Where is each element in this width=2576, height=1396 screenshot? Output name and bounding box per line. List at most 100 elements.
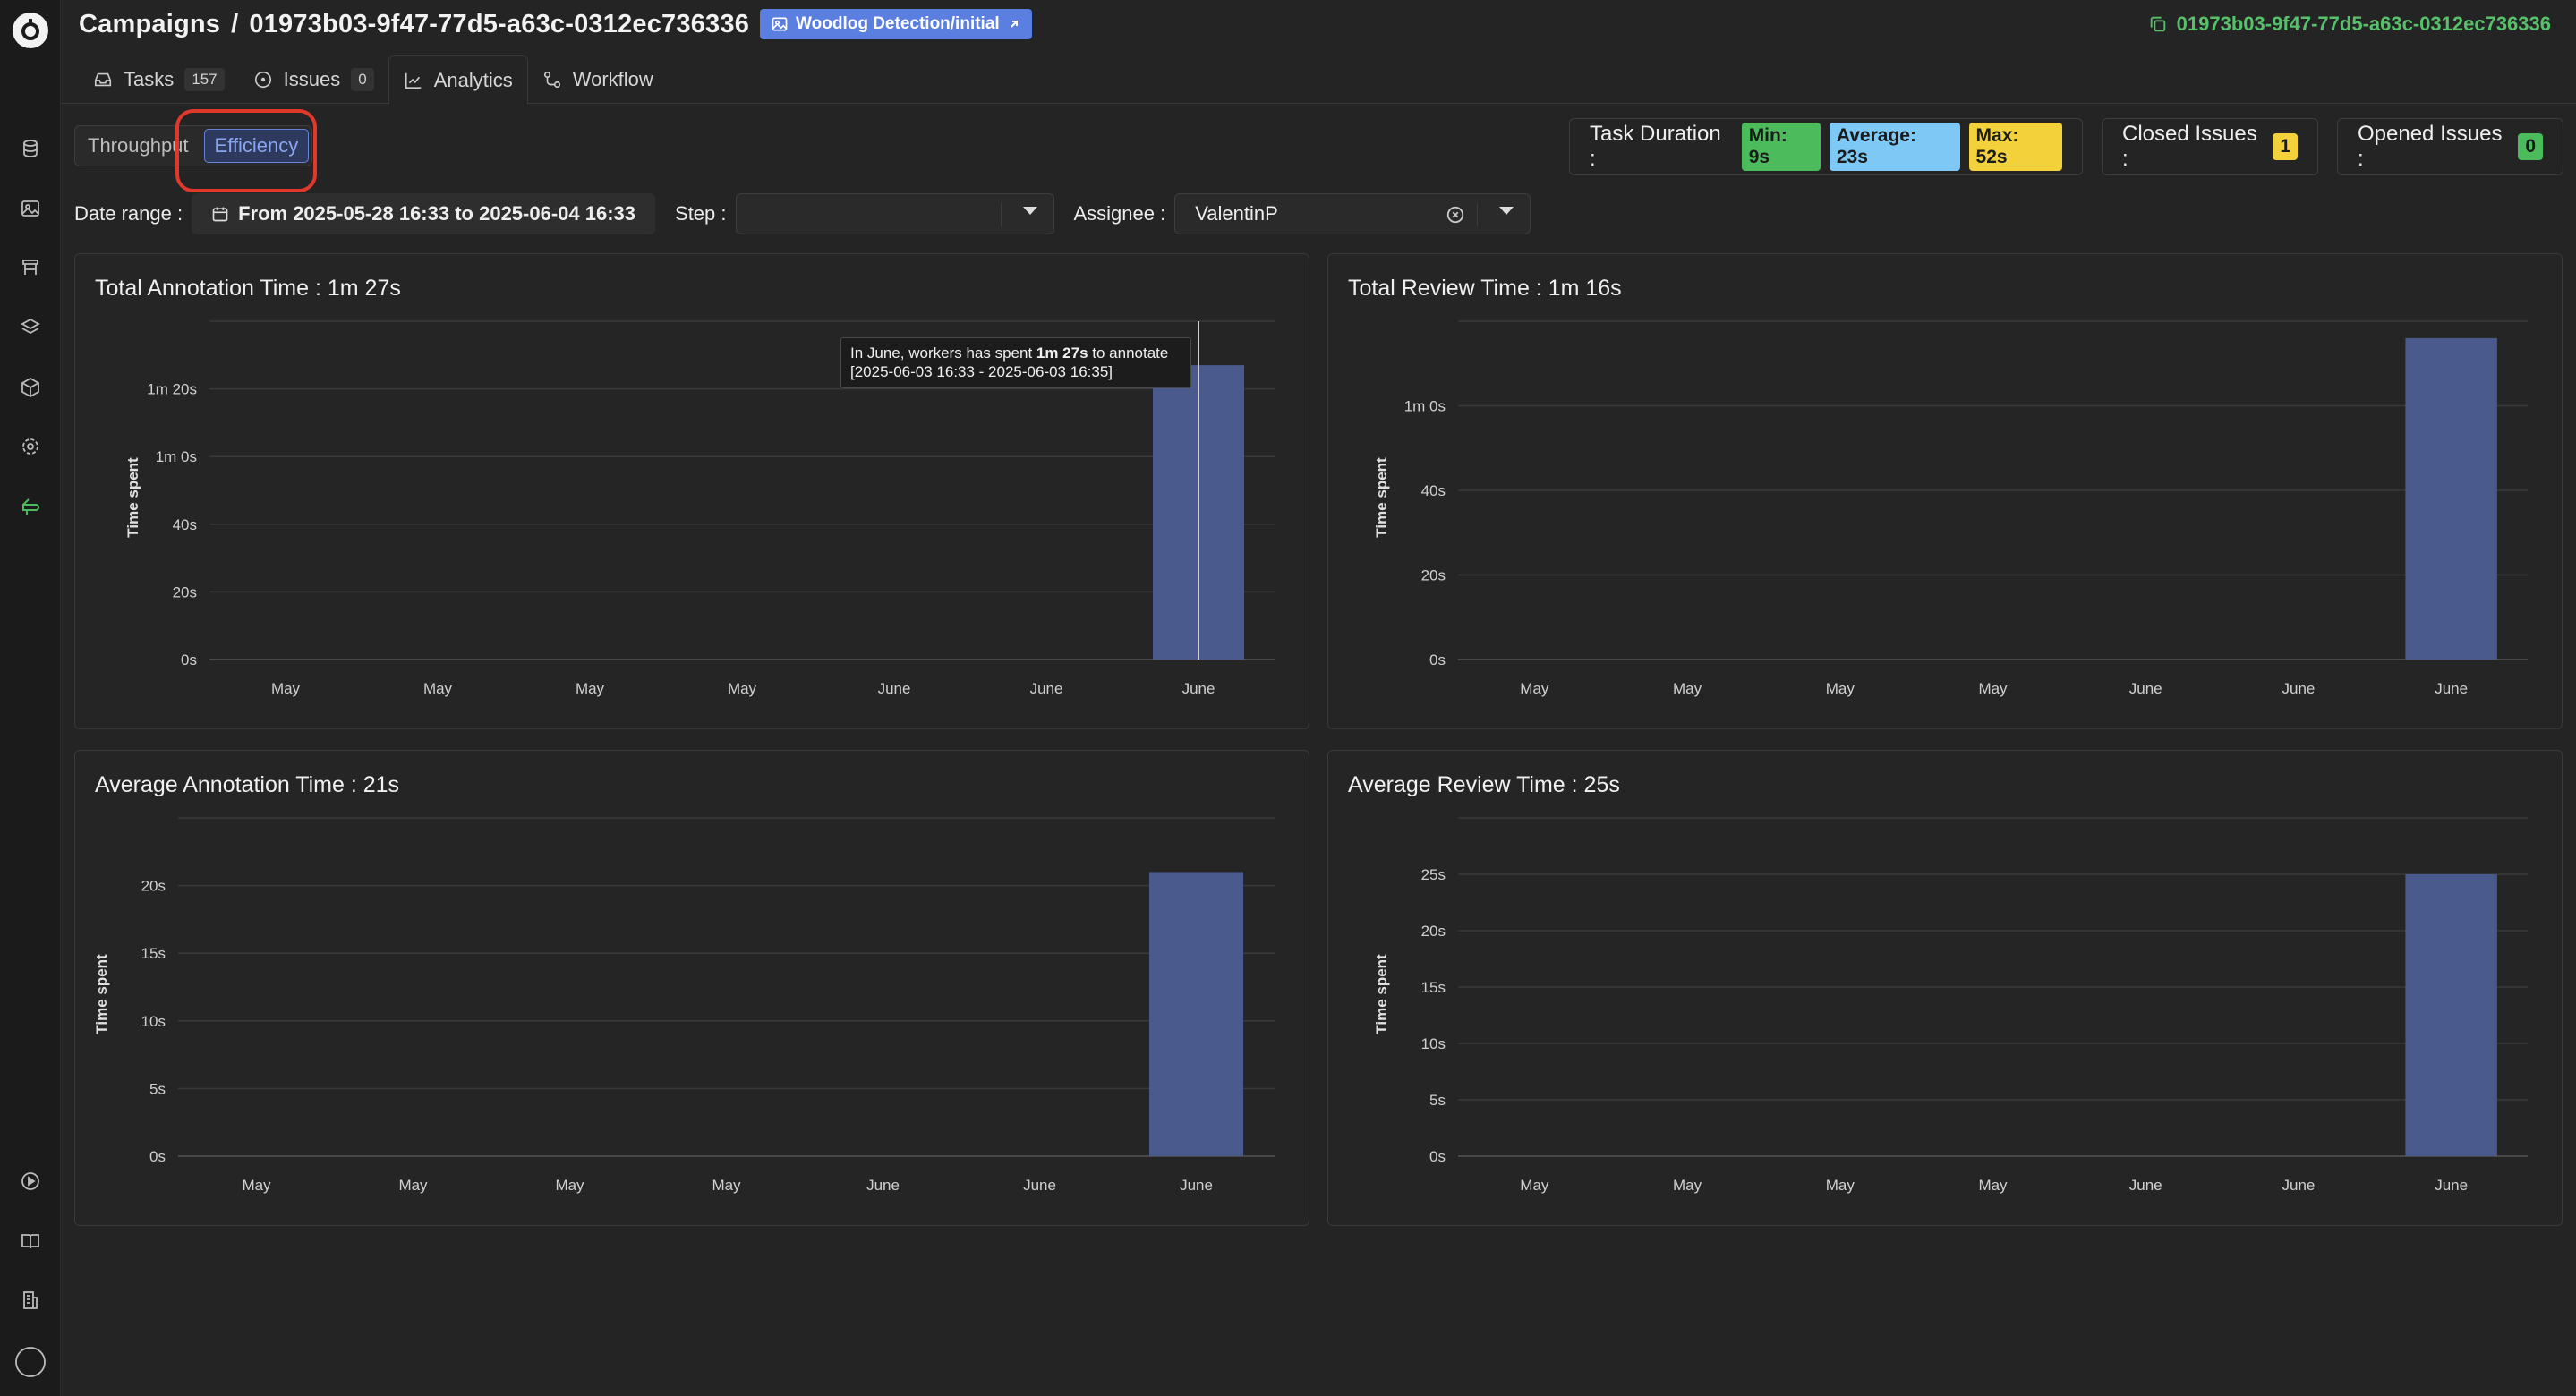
y-tick-label: 25s [1421, 866, 1446, 883]
chart-title: Average Review Time : 25s [1348, 772, 1620, 797]
tab-tasks[interactable]: Tasks 157 [79, 55, 239, 104]
x-tick-label: June [1182, 680, 1215, 697]
y-tick-label: 15s [141, 945, 166, 962]
tab-workflow[interactable]: Workflow [528, 55, 668, 104]
x-tick-label: June [2129, 1177, 2162, 1194]
campaign-icon[interactable] [20, 496, 41, 517]
y-axis-label: Time spent [1373, 954, 1390, 1034]
x-tick-label: May [1826, 1177, 1855, 1194]
calendar-icon [212, 207, 228, 222]
page-header: Campaigns / 01973b03-9f47-77d5-a63c-0312… [61, 0, 2576, 105]
y-axis-label: Time spent [93, 954, 110, 1034]
database-icon[interactable] [20, 138, 41, 159]
y-axis-label: Time spent [124, 457, 141, 538]
total-review-time-panel: Total Review Time : 1m 16s 0s 20s 40s 1m 0s… [1327, 253, 2563, 729]
tab-issues[interactable]: Issues 0 [239, 55, 388, 104]
tab-issues-count: 0 [351, 68, 374, 91]
external-link-icon [1010, 21, 1018, 28]
tab-analytics[interactable]: Analytics [388, 55, 528, 105]
x-tick-label: June [2129, 680, 2162, 697]
tab-issues-label: Issues [283, 68, 341, 90]
y-tick-label: 10s [1421, 1035, 1446, 1052]
step-select[interactable] [735, 193, 1054, 234]
x-tick-label: May [712, 1177, 741, 1194]
x-tick-label: May [576, 680, 605, 697]
average-review-time-chart: 0s 5s 10s 15s 20s 25s Time spent May May May May Ju… [1373, 817, 2528, 1194]
copy-campaign-id-button[interactable]: 01973b03-9f47-77d5-a63c-0312ec736336 [2148, 13, 2551, 36]
bar [2405, 337, 2497, 660]
x-tick-label: June [1030, 680, 1063, 697]
tooltip-suffix: to annotate [1088, 345, 1169, 362]
app-logo-icon[interactable] [13, 13, 48, 48]
y-tick-label: 0s [149, 1148, 166, 1165]
breadcrumb: Campaigns / 01973b03-9f47-77d5-a63c-0312… [79, 9, 1032, 39]
x-tick-label: June [2435, 680, 2468, 697]
chevron-down-icon [1022, 207, 1037, 215]
play-circle-icon[interactable] [20, 1170, 41, 1192]
alert-circle-icon [254, 71, 271, 89]
y-tick-label: 15s [1421, 979, 1446, 996]
average-annotation-time-panel: Average Annotation Time : 21s 0s 5s 10s 15s… [74, 750, 1309, 1226]
x-tick-label: June [1023, 1177, 1056, 1194]
closed-issues-label: Closed Issues : [2122, 122, 2257, 171]
assignee-select-separator [1477, 203, 1479, 226]
models-icon[interactable] [20, 257, 41, 278]
average-annotation-time-chart: 0s 5s 10s 15s 20s Time spent May May May May June J… [93, 817, 1275, 1194]
y-tick-label: 0s [181, 651, 197, 668]
y-tick-label: 1m 20s [147, 381, 197, 398]
total-annotation-time-panel: Total Annotation Time : 1m 27s 0s 20s 40s 1… [74, 253, 1309, 729]
bar [1149, 872, 1243, 1156]
tooltip-range: [2025-06-03 16:33 - 2025-06-03 16:35] [850, 363, 1113, 380]
tab-tasks-label: Tasks [124, 68, 175, 90]
tab-tasks-count: 157 [184, 68, 225, 91]
settings-icon[interactable] [20, 436, 41, 457]
dataset-tag-link[interactable]: Woodlog Detection/initial [760, 9, 1032, 39]
page-title: 01973b03-9f47-77d5-a63c-0312ec736336 [249, 9, 750, 38]
y-tick-label: 40s [173, 516, 197, 533]
package-icon[interactable] [20, 377, 41, 398]
throughput-toggle[interactable]: Throughput [88, 134, 189, 157]
date-range-picker[interactable]: From 2025-05-28 16:33 to 2025-06-04 16:3… [192, 193, 656, 234]
y-tick-label: 10s [141, 1013, 166, 1030]
image-icon[interactable] [20, 198, 41, 219]
opened-issues-count: 0 [2518, 133, 2543, 160]
layers-icon[interactable] [20, 317, 41, 338]
copy-icon [2150, 16, 2165, 32]
y-tick-label: 1m 0s [1404, 398, 1446, 415]
x-tick-label: June [2435, 1177, 2468, 1194]
chart-title: Total Annotation Time : 1m 27s [95, 276, 401, 301]
x-tick-label: May [728, 680, 757, 697]
x-tick-label: June [2282, 680, 2315, 697]
x-tick-label: May [423, 680, 453, 697]
total-annotation-time-chart: 0s 20s 40s 1m 0s 1m 20s Time spent May May May Ma… [124, 320, 1275, 697]
average-review-time-panel: Average Review Time : 25s 0s 5s 10s 15s 20s 2… [1327, 750, 2563, 1226]
x-tick-label: June [2282, 1177, 2315, 1194]
opened-issues-stat: Opened Issues : 0 [2337, 118, 2563, 175]
user-avatar-icon[interactable] [14, 1346, 47, 1378]
tooltip-line-1: In June, workers has spent 1m 27s to ann… [850, 344, 1181, 362]
efficiency-toggle[interactable]: Efficiency [203, 129, 310, 163]
campaign-tabs: Tasks 157 Issues 0 Analytics Workflow [79, 55, 668, 105]
x-tick-label: May [1826, 680, 1855, 697]
x-tick-label: May [1978, 1177, 2008, 1194]
copy-campaign-id-text: 01973b03-9f47-77d5-a63c-0312ec736336 [2176, 13, 2551, 35]
opened-issues-label: Opened Issues : [2358, 122, 2503, 171]
image-icon [772, 17, 788, 31]
y-tick-label: 5s [149, 1080, 166, 1097]
building-icon[interactable] [20, 1290, 41, 1311]
clear-icon[interactable] [1446, 205, 1465, 225]
closed-issues-stat: Closed Issues : 1 [2102, 118, 2318, 175]
total-review-time-chart: 0s 20s 40s 1m 0s Time spent May May May May June J… [1373, 320, 2528, 697]
bar [2405, 874, 2497, 1156]
sidebar [0, 0, 61, 1396]
breadcrumb-campaigns-link[interactable]: Campaigns [79, 9, 221, 38]
y-tick-label: 20s [1421, 923, 1446, 940]
y-tick-label: 1m 0s [156, 448, 197, 465]
tooltip-value: 1m 27s [1036, 345, 1088, 362]
step-select-separator [1000, 203, 1002, 226]
view-toggle: Throughput Efficiency [74, 125, 313, 166]
workflow-icon [543, 71, 560, 89]
book-icon[interactable] [20, 1230, 41, 1252]
task-duration-label: Task Duration : [1590, 122, 1721, 171]
assignee-select[interactable]: ValentinP [1174, 193, 1531, 234]
